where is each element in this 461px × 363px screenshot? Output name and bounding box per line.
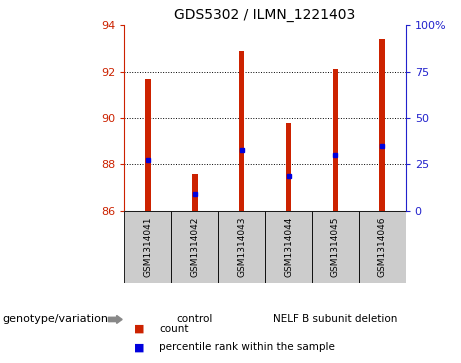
Text: GSM1314045: GSM1314045	[331, 217, 340, 277]
Bar	[359, 211, 406, 283]
Bar	[124, 211, 171, 283]
Text: count: count	[159, 323, 189, 334]
Bar	[265, 211, 312, 283]
Text: GSM1314041: GSM1314041	[143, 217, 153, 277]
Bar	[218, 211, 265, 283]
Text: GSM1314044: GSM1314044	[284, 217, 293, 277]
Text: genotype/variation: genotype/variation	[2, 314, 108, 325]
Bar	[145, 79, 151, 211]
Bar	[379, 39, 385, 211]
Text: GSM1314046: GSM1314046	[378, 217, 387, 277]
Text: NELF B subunit deletion: NELF B subunit deletion	[273, 314, 397, 325]
Text: percentile rank within the sample: percentile rank within the sample	[159, 342, 335, 352]
Bar	[171, 211, 218, 283]
Text: ■: ■	[134, 342, 144, 352]
Bar	[312, 211, 359, 283]
Bar	[192, 174, 198, 211]
Title: GDS5302 / ILMN_1221403: GDS5302 / ILMN_1221403	[174, 8, 356, 22]
Text: GSM1314042: GSM1314042	[190, 217, 199, 277]
Text: control: control	[177, 314, 213, 325]
Text: ■: ■	[134, 323, 144, 334]
Bar	[239, 51, 244, 211]
Bar	[286, 123, 291, 211]
Text: GSM1314043: GSM1314043	[237, 217, 246, 277]
Bar	[332, 69, 338, 211]
